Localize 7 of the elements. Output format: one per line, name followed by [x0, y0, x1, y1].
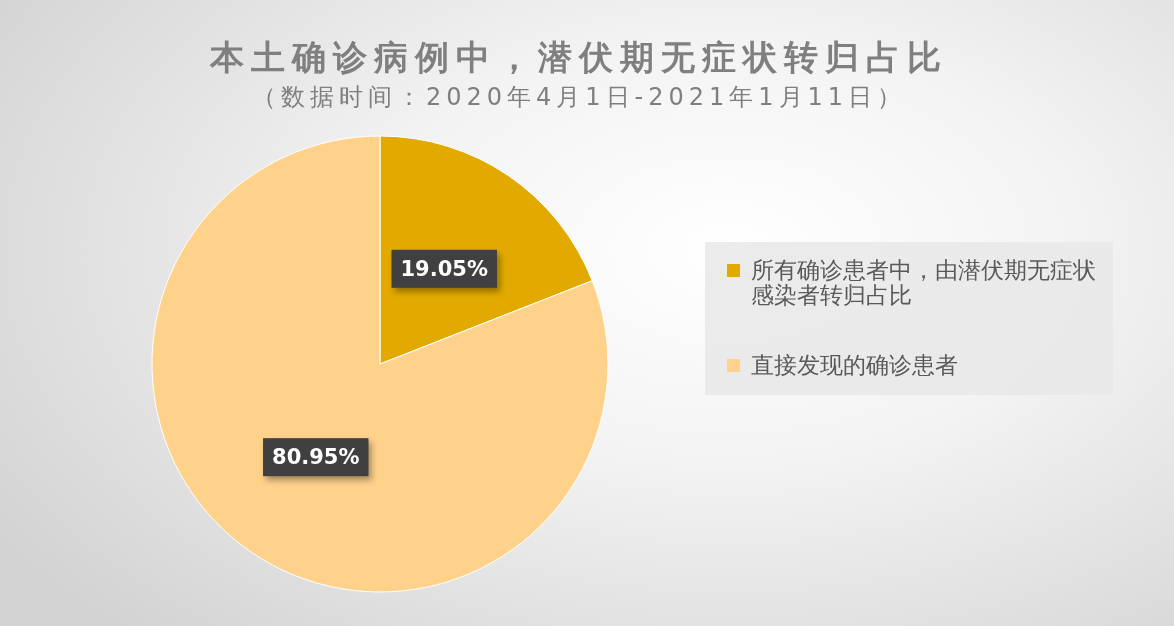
- legend-label: 所有确诊患者中，由潜伏期无症状感染者转归占比: [751, 256, 1096, 308]
- data-label: 19.05%: [400, 256, 488, 281]
- data-label: 80.95%: [272, 445, 360, 470]
- chart-title: 本土确诊病例中，潜伏期无症状转归占比: [209, 37, 948, 77]
- chart-subtitle: （数据时间：2020年4月1日-2021年1月11日）: [251, 83, 907, 111]
- pie-slice: [151, 135, 609, 593]
- legend-label: 直接发现的确诊患者: [751, 351, 958, 378]
